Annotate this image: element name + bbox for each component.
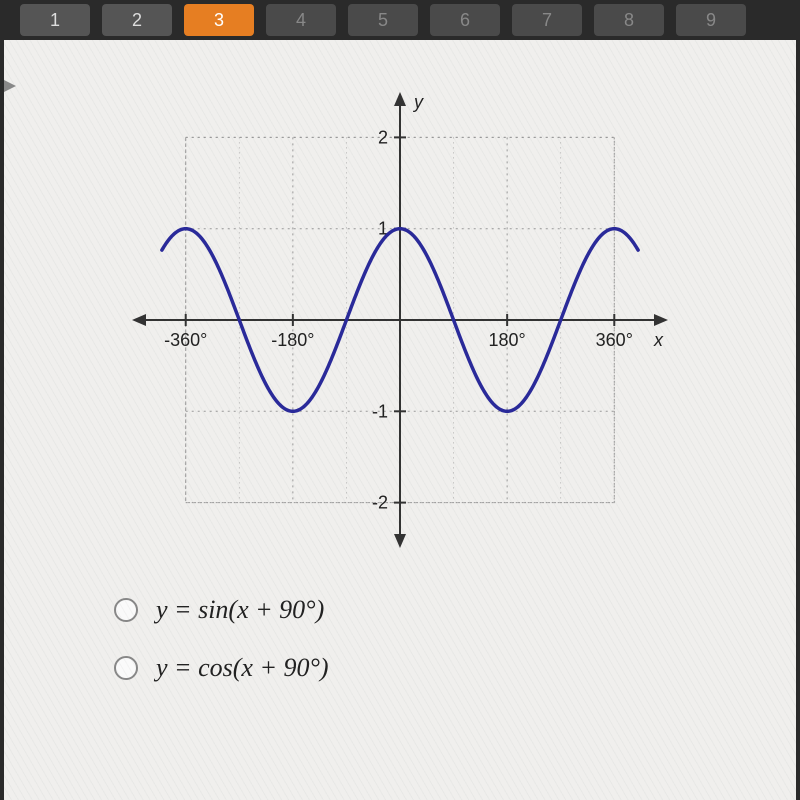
answer-text: y = sin(x + 90°) (156, 595, 324, 625)
svg-text:x: x (653, 330, 664, 350)
svg-text:y: y (412, 92, 424, 112)
nav-tab-2[interactable]: 2 (102, 4, 172, 36)
nav-tab-3[interactable]: 3 (184, 4, 254, 36)
question-page: -360°-180°180°360°-2-112yx y = sin(x + 9… (4, 40, 796, 800)
nav-tab-4[interactable]: 4 (266, 4, 336, 36)
nav-bar: 1 2 3 4 5 6 7 8 9 (0, 0, 800, 40)
radio-icon[interactable] (114, 656, 138, 680)
nav-tab-8[interactable]: 8 (594, 4, 664, 36)
answer-text: y = cos(x + 90°) (156, 653, 329, 683)
left-marker-icon (4, 80, 16, 92)
nav-tab-1[interactable]: 1 (20, 4, 90, 36)
svg-text:-1: -1 (372, 401, 388, 421)
nav-tab-6[interactable]: 6 (430, 4, 500, 36)
chart-container: -360°-180°180°360°-2-112yx (120, 90, 680, 555)
svg-text:180°: 180° (489, 330, 526, 350)
content-wrapper: -360°-180°180°360°-2-112yx y = sin(x + 9… (0, 40, 800, 800)
answer-option-a[interactable]: y = sin(x + 90°) (114, 595, 766, 625)
svg-text:360°: 360° (596, 330, 633, 350)
nav-tab-9[interactable]: 9 (676, 4, 746, 36)
svg-text:-180°: -180° (271, 330, 314, 350)
nav-tab-5[interactable]: 5 (348, 4, 418, 36)
nav-tab-7[interactable]: 7 (512, 4, 582, 36)
function-chart: -360°-180°180°360°-2-112yx (120, 90, 680, 550)
answer-list: y = sin(x + 90°) y = cos(x + 90°) (114, 595, 766, 683)
svg-text:2: 2 (378, 127, 388, 147)
svg-text:-2: -2 (372, 493, 388, 513)
svg-text:-360°: -360° (164, 330, 207, 350)
answer-option-b[interactable]: y = cos(x + 90°) (114, 653, 766, 683)
radio-icon[interactable] (114, 598, 138, 622)
